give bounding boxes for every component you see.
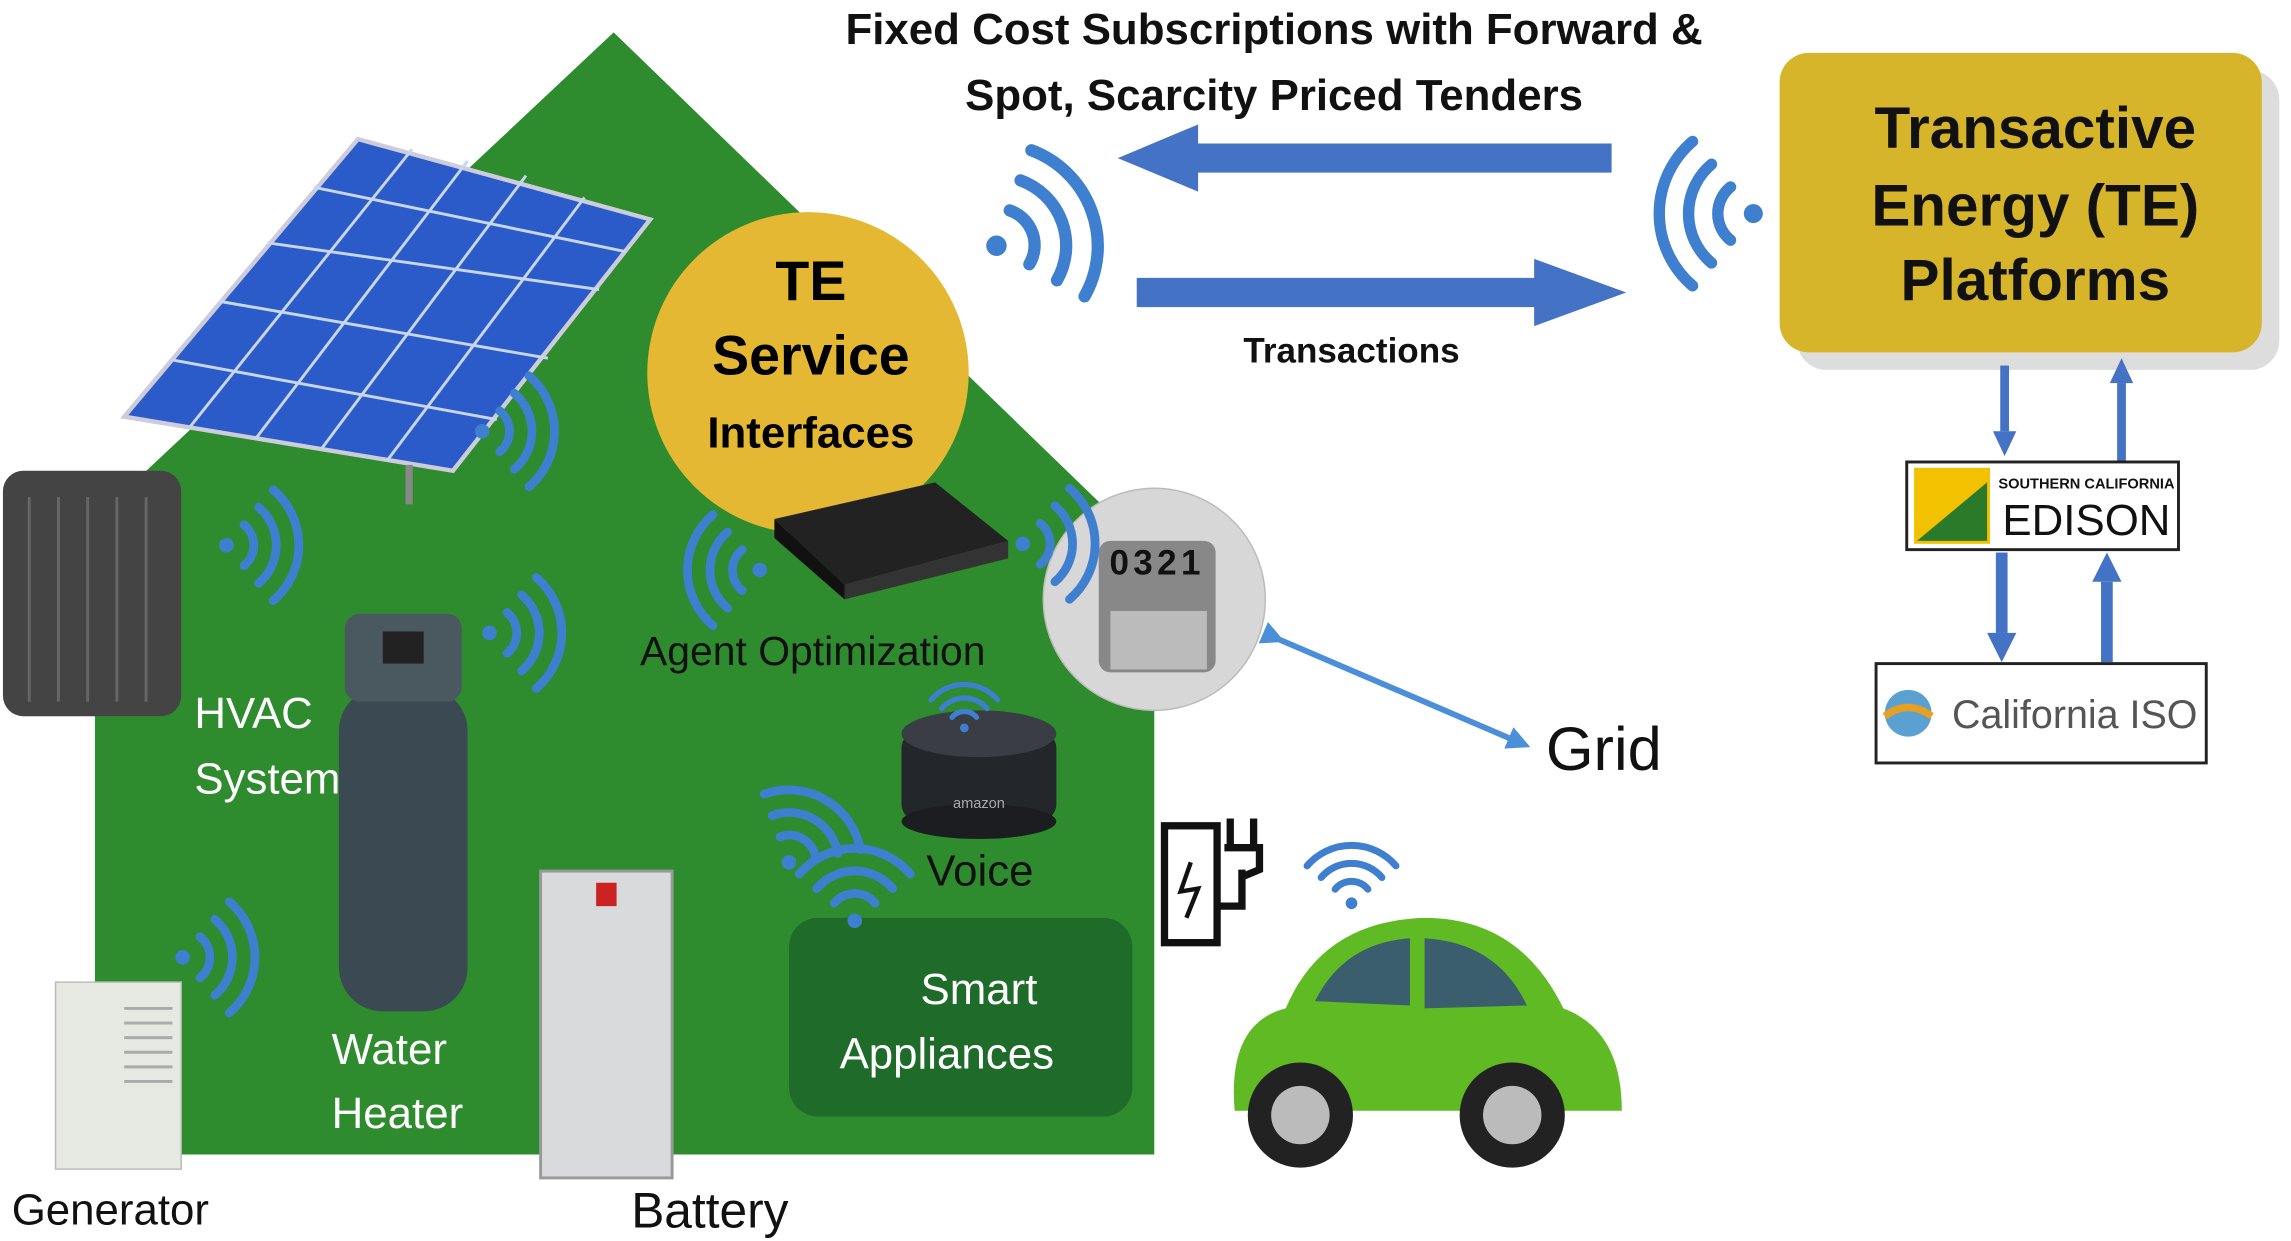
grid-arrow xyxy=(1258,621,1531,749)
agent-label: Agent Optimization xyxy=(640,628,986,674)
te-service-text: Service xyxy=(712,324,910,386)
edison-small: SOUTHERN CALIFORNIA xyxy=(1998,476,2175,492)
voice-label: Voice xyxy=(926,847,1033,896)
header-text: Spot, Scarcity Priced Tenders xyxy=(965,71,1583,120)
te-platforms-text: Transactive xyxy=(1875,96,2197,161)
transactions-label: Transactions xyxy=(1243,332,1459,371)
echo-brand: amazon xyxy=(953,796,1005,812)
battery xyxy=(539,869,674,1180)
smart-appliances-text: Smart xyxy=(920,965,1037,1014)
iso-label: California ISO xyxy=(1952,693,2197,737)
hvac-label: HVAC xyxy=(194,689,313,738)
te-service-text: TE xyxy=(775,250,846,312)
arrow-right xyxy=(1136,258,1627,327)
battery-label: Battery xyxy=(631,1183,788,1239)
vertical-arrows xyxy=(1987,358,2134,663)
te-platforms-text: Energy (TE) xyxy=(1871,173,2199,238)
water-heater xyxy=(338,613,468,1012)
smart-appliances-text: Appliances xyxy=(840,1029,1054,1078)
solar-panel xyxy=(120,136,654,505)
meter-panel xyxy=(1110,611,1207,670)
echo xyxy=(901,710,1057,839)
grid-label: Grid xyxy=(1546,715,1662,784)
hvac-unit xyxy=(2,470,182,717)
car xyxy=(1233,917,1622,1168)
iso-logo xyxy=(1884,689,1932,737)
arrow-left xyxy=(1117,124,1612,192)
meter-digits: 0321 xyxy=(1109,543,1205,582)
edison-logo xyxy=(1916,482,1988,541)
router xyxy=(774,482,1009,600)
water-heater-label: Heater xyxy=(332,1089,464,1138)
te-platforms-text: Platforms xyxy=(1901,248,2171,313)
iso-logo xyxy=(1882,703,1934,720)
edison-name: EDISON xyxy=(2002,496,2170,545)
te-service-text: Interfaces xyxy=(707,408,914,457)
hvac-label: System xyxy=(194,755,340,804)
generator xyxy=(54,981,182,1170)
header-text: Fixed Cost Subscriptions with Forward & xyxy=(845,5,1702,54)
te-platforms-box xyxy=(1779,52,2262,353)
charger xyxy=(1160,818,1264,947)
generator-label: Generator xyxy=(12,1186,209,1235)
smart-appliances-box xyxy=(788,917,1133,1117)
te-service-circle xyxy=(647,212,969,534)
water-heater-label: Water xyxy=(332,1025,447,1074)
